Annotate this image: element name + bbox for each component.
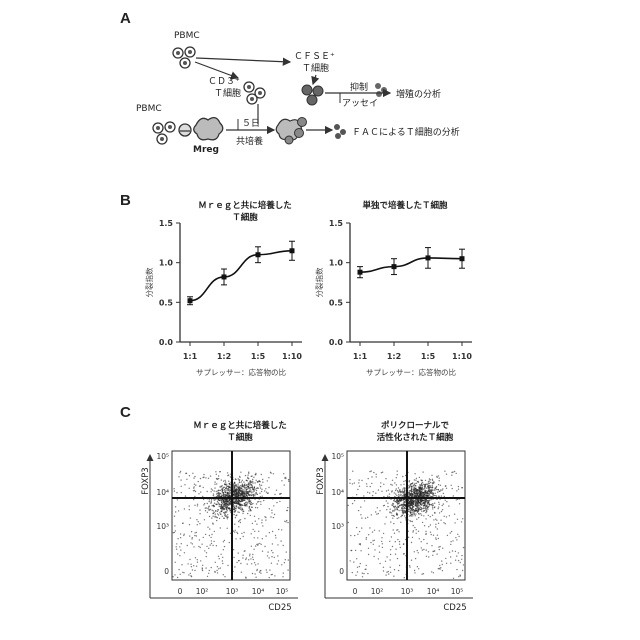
flow-plot-mreg: 0 10² 10³ 10⁴ 10⁵ 10⁵ 10⁴ 10³ 0 FOXP3 CD25 xyxy=(140,445,315,615)
y-tick-label: 10⁴ xyxy=(331,488,344,497)
x-tick-label: 1:10 xyxy=(452,352,472,361)
data-point xyxy=(358,270,363,275)
division-index-chart-alone: 0.0 0.5 1.0 1.5 1:1 1:2 1:5 1:10 分裂指数サプレッサー：応答物の… xyxy=(300,215,490,390)
x-tick-label: 10² xyxy=(371,587,384,596)
mreg-cell-icon xyxy=(194,118,223,140)
y-axis-label: 分裂指数 xyxy=(144,267,154,297)
y-axis-label: FOXP3 xyxy=(316,467,326,494)
x-tick-label: 1:2 xyxy=(387,352,401,361)
mreg-label: Mreg xyxy=(193,145,219,155)
y-tick-label: 0.0 xyxy=(159,338,174,347)
facs-cells-icon xyxy=(334,124,346,139)
y-tick-label: 0.0 xyxy=(329,338,344,347)
experiment-schematic xyxy=(0,0,640,190)
y-tick-label: 1.5 xyxy=(159,219,174,228)
data-point xyxy=(222,274,227,279)
y-axis-label: 分裂指数 xyxy=(314,267,324,297)
coculture-cells-icon xyxy=(276,118,306,145)
coculture-label: 共培養 xyxy=(236,134,263,147)
series-line xyxy=(190,251,292,301)
y-axis-label: FOXP3 xyxy=(141,467,151,494)
cfse-tcells-icon xyxy=(302,85,323,105)
panel-letter-c: C xyxy=(120,404,131,421)
x-tick-label: 10³ xyxy=(226,587,239,596)
y-tick-label: 1.5 xyxy=(329,219,344,228)
x-tick-label: 0 xyxy=(178,587,183,596)
flow1-title: Ｍｒｅｇと共に培養したＴ細胞 xyxy=(180,420,300,444)
series-line xyxy=(360,258,462,272)
x-tick-label: 0 xyxy=(353,587,358,596)
panel-letter-b: B xyxy=(120,192,131,209)
y-tick-label: 0.5 xyxy=(159,298,174,307)
x-axis-label: サプレッサー：応答物の比 xyxy=(366,367,456,377)
arrow-cfse-down xyxy=(313,75,316,84)
data-point xyxy=(290,248,295,253)
data-point xyxy=(426,255,431,260)
x-tick-label: 1:5 xyxy=(421,352,436,361)
x-tick-label: 10⁵ xyxy=(451,587,464,596)
cd3-label-2: Ｔ細胞 xyxy=(214,86,241,99)
proliferation-cells-icon xyxy=(375,83,387,97)
pbmc-top-cells-icon xyxy=(173,47,195,68)
division-index-chart-mreg: 0.00.51.01.51:11:21:51:10分裂指数サプレッサー：応答物の… xyxy=(130,215,320,390)
x-tick-label: 1:2 xyxy=(217,352,231,361)
x-tick-label: 10⁵ xyxy=(276,587,289,596)
data-point xyxy=(460,256,465,261)
x-tick-label: 10⁴ xyxy=(427,587,440,596)
x-tick-label: 10³ xyxy=(401,587,414,596)
data-point xyxy=(392,264,397,269)
x-tick-label: 10² xyxy=(196,587,209,596)
pbmc-left-label: PBMC xyxy=(136,104,162,114)
y-tick-label: 1.0 xyxy=(329,259,344,268)
facs-label: ＦＡＣによるＴ細胞の分析 xyxy=(352,125,460,138)
y-tick-label: 10³ xyxy=(331,522,344,531)
data-point xyxy=(256,252,261,257)
arrow-to-cfse xyxy=(196,58,290,62)
pbmc-left-cells-icon xyxy=(153,122,175,144)
x-tick-label: 1:1 xyxy=(183,352,198,361)
y-tick-label: 0 xyxy=(164,567,169,576)
x-tick-label: 1:1 xyxy=(353,352,368,361)
cd3-tcells-icon xyxy=(244,82,265,104)
y-tick-label: 10⁴ xyxy=(156,488,169,497)
data-point xyxy=(188,298,193,303)
x-axis-label: サプレッサー：応答物の比 xyxy=(196,367,286,377)
monocyte-icon xyxy=(179,124,191,136)
suppression-label: 抑制 xyxy=(350,80,368,93)
x-axis-label: CD25 xyxy=(443,603,466,613)
x-axis-label: CD25 xyxy=(268,603,291,613)
chart2-title: 単独で培養したＴ細胞 xyxy=(345,200,465,212)
x-tick-label: 10⁴ xyxy=(252,587,265,596)
y-tick-label: 10⁵ xyxy=(156,452,169,461)
flow-plot-polyclonal: 0 10² 10³ 10⁴ 10⁵ 10⁵ 10⁴ 10³ 0 FOXP3 CD25 xyxy=(315,445,490,615)
y-tick-label: 0 xyxy=(339,567,344,576)
flow2-title: ポリクローナルで活性化されたＴ細胞 xyxy=(355,420,475,444)
y-tick-label: 0.5 xyxy=(329,298,344,307)
proliferation-label: 増殖の分析 xyxy=(396,87,441,100)
assay-label: アッセイ xyxy=(342,96,378,109)
y-tick-label: 10⁵ xyxy=(331,452,344,461)
y-tick-label: 1.0 xyxy=(159,259,174,268)
y-tick-label: 10³ xyxy=(156,522,169,531)
x-tick-label: 1:5 xyxy=(251,352,266,361)
cfse-label-2: Ｔ細胞 xyxy=(302,61,329,74)
days-label: ５日 xyxy=(242,116,260,129)
pbmc-top-label: PBMC xyxy=(174,31,200,41)
